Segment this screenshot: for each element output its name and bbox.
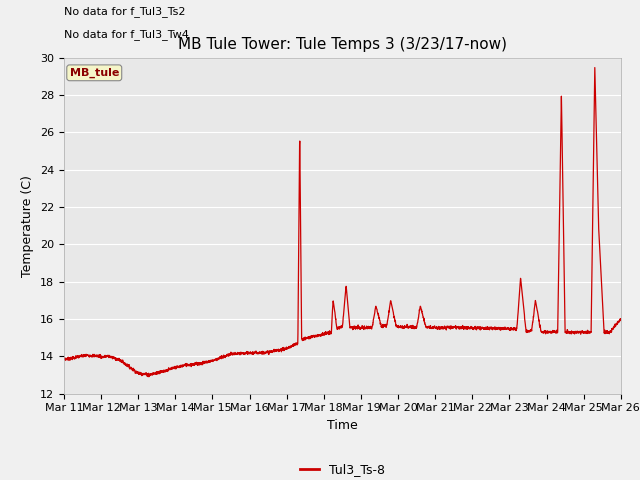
X-axis label: Time: Time — [327, 419, 358, 432]
Legend: Tul3_Ts-8: Tul3_Ts-8 — [295, 458, 390, 480]
Text: No data for f_Tul3_Ts2: No data for f_Tul3_Ts2 — [64, 6, 186, 17]
Y-axis label: Temperature (C): Temperature (C) — [22, 175, 35, 276]
Title: MB Tule Tower: Tule Temps 3 (3/23/17-now): MB Tule Tower: Tule Temps 3 (3/23/17-now… — [178, 37, 507, 52]
Text: No data for f_Tul3_Tw4: No data for f_Tul3_Tw4 — [64, 29, 189, 40]
Text: MB_tule: MB_tule — [70, 68, 119, 78]
